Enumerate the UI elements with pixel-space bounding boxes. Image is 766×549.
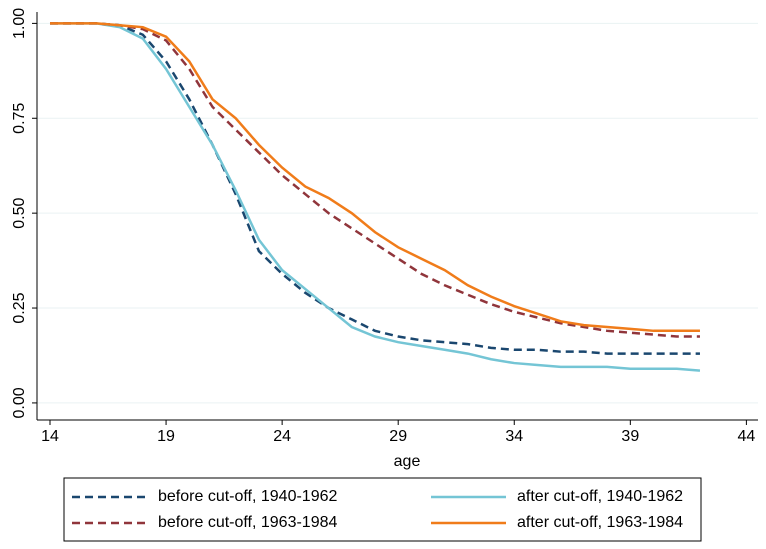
series-line xyxy=(49,22,700,338)
x-tick-label: 24 xyxy=(273,428,291,445)
y-tick-label: 1.00 xyxy=(11,8,28,39)
y-tick-label: 0.75 xyxy=(11,103,28,134)
legend-box xyxy=(63,477,702,542)
x-tick-label: 39 xyxy=(621,428,639,445)
x-tick-label: 29 xyxy=(389,428,407,445)
legend-label: after cut-off, 1940-1962 xyxy=(517,488,683,505)
x-tick-label: 19 xyxy=(157,428,175,445)
y-tick-label: 0.00 xyxy=(11,387,28,418)
x-axis-label: age xyxy=(394,453,421,470)
series-line xyxy=(49,22,700,333)
legend-label: after cut-off, 1963-1984 xyxy=(517,514,683,531)
y-tick-label: 0.50 xyxy=(11,197,28,228)
x-tick-label: 34 xyxy=(505,428,523,445)
series-line xyxy=(49,22,701,372)
legend-label: before cut-off, 1963-1984 xyxy=(158,514,337,531)
legend-label: before cut-off, 1940-1962 xyxy=(158,488,337,505)
x-tick-label: 44 xyxy=(737,428,755,445)
series-line xyxy=(49,22,700,355)
x-tick-label: 14 xyxy=(41,428,59,445)
y-tick-label: 0.25 xyxy=(11,292,28,323)
